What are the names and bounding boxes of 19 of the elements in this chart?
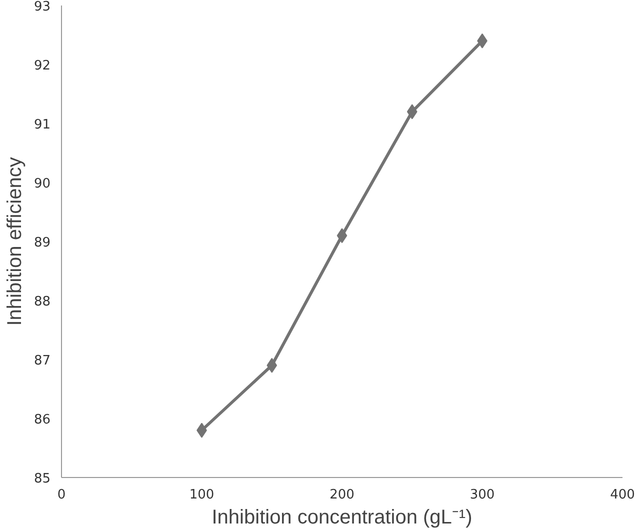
y-axis-title: Inhibition efficiency [4, 157, 26, 326]
x-tick-label: 300 [470, 488, 495, 502]
y-tick-label: 85 [34, 472, 51, 486]
point [406, 104, 418, 120]
y-tick-label: 92 [34, 58, 51, 74]
y-tick-label: 87 [34, 354, 51, 368]
y-tick-label: 90 [34, 176, 51, 192]
y-tick-label: 89 [34, 236, 51, 250]
point [336, 228, 348, 244]
x-axis-title: Inhibition concentration (gL⁻¹) [212, 506, 472, 528]
y-tick-label: 93 [34, 0, 51, 14]
y-tick-label: 86 [34, 412, 51, 428]
point [266, 358, 278, 373]
y-tick-label: 88 [34, 294, 51, 310]
x-tick-label: 400 [610, 488, 635, 502]
y-tick-label: 91 [34, 118, 51, 132]
x-tick-label: 200 [330, 488, 354, 502]
x-tick-label: 100 [189, 488, 214, 502]
x-tick-label: 0 [57, 488, 66, 502]
